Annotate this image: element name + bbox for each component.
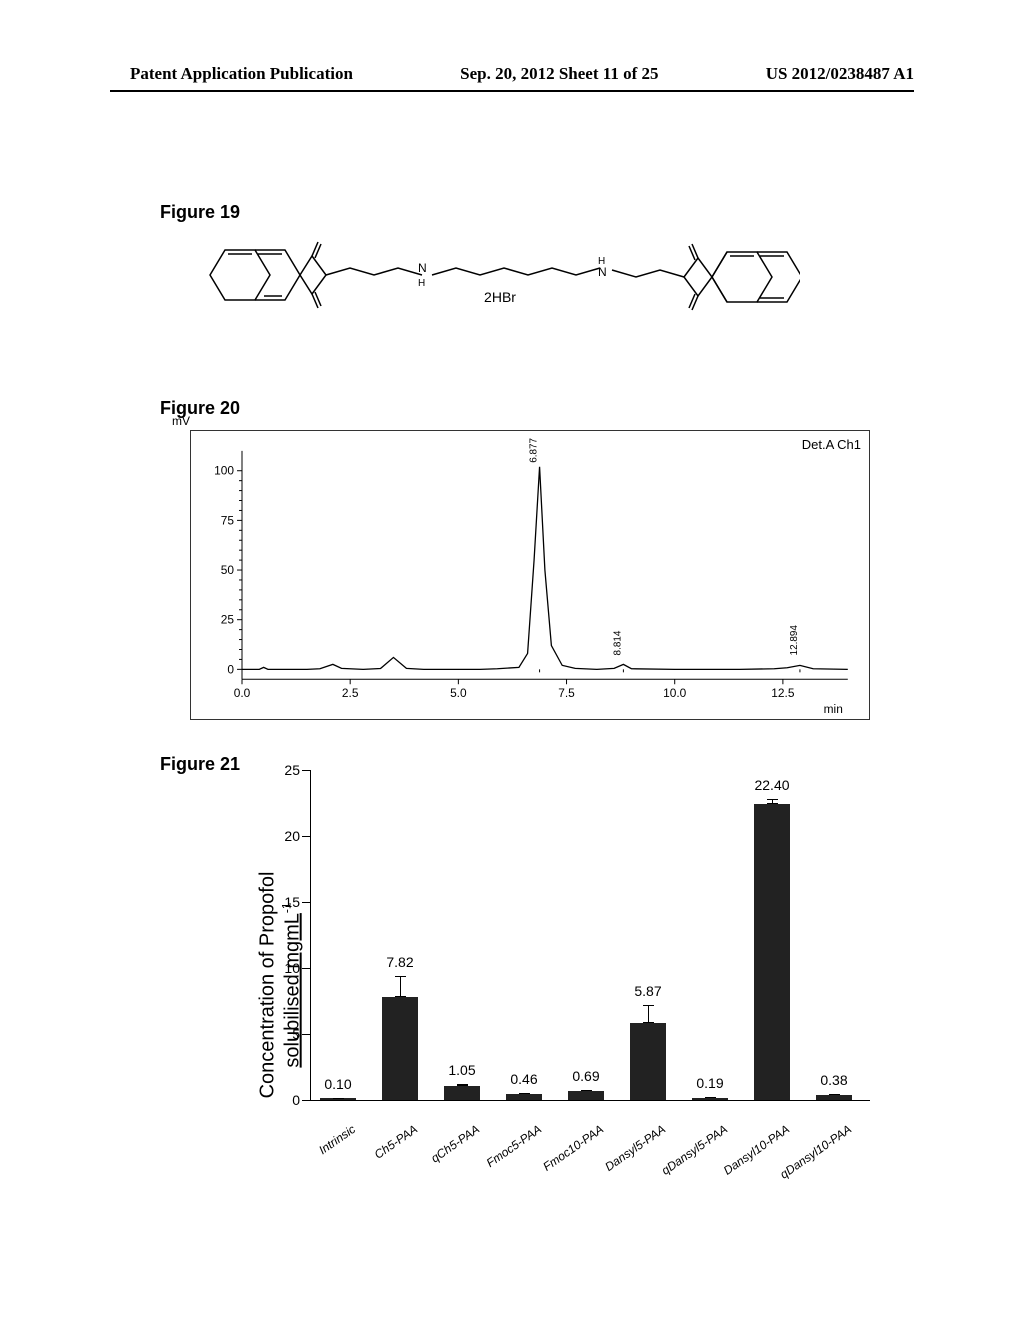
bar-Fmoc10-PAA: 0.69 (568, 1091, 604, 1100)
bar-qCh5-PAA: 1.05 (444, 1086, 480, 1100)
chromatogram-svg: 0 25 50 75 100 0.0 2.5 5.0 7.5 10.0 12.5 6.877 8.814… (191, 431, 869, 719)
bar-Intrinsic: 0.10 (320, 1098, 356, 1100)
bar-Dansyl5-PAA: 5.87 (630, 1023, 666, 1100)
svg-text:N: N (598, 265, 607, 279)
error-bar-Dansyl5-PAA (648, 1005, 649, 1022)
category-Ch5-PAA: Ch5-PAA (372, 1122, 420, 1162)
svg-text:12.894: 12.894 (789, 625, 800, 656)
ytick-label: 10 (270, 960, 300, 976)
ytick (302, 902, 310, 903)
svg-text:2.5: 2.5 (342, 686, 359, 700)
fig20-chromatogram: Det.A Ch1 0 25 50 75 100 0.0 2.5 5.0 7.5 10.0 12.5… (190, 430, 870, 720)
fig19-structure: N H H N 2HBr (200, 220, 800, 350)
ytick (302, 1034, 310, 1035)
bar-value-Dansyl5-PAA: 5.87 (634, 983, 661, 999)
ytick-label: 15 (270, 894, 300, 910)
category-qDansyl5-PAA: qDansyl5-PAA (659, 1122, 730, 1178)
svg-text:N: N (418, 261, 427, 275)
error-bar-Ch5-PAA (400, 976, 401, 997)
header-left: Patent Application Publication (130, 64, 353, 84)
svg-text:6.877: 6.877 (529, 437, 540, 462)
bar-value-Fmoc5-PAA: 0.46 (510, 1071, 537, 1087)
ylabel-line2: solubilised mgmL (281, 913, 303, 1068)
svg-text:H: H (418, 278, 425, 289)
salt-label: 2HBr (484, 289, 516, 305)
ytick-label: 25 (270, 762, 300, 778)
bar-qDansyl10-PAA: 0.38 (816, 1095, 852, 1100)
chemical-structure-svg: N H H N 2HBr (200, 220, 800, 350)
bar-value-Ch5-PAA: 7.82 (386, 954, 413, 970)
category-Fmoc10-PAA: Fmoc10-PAA (540, 1122, 606, 1174)
bar-Ch5-PAA: 7.82 (382, 997, 418, 1100)
bar-value-qDansyl10-PAA: 0.38 (820, 1072, 847, 1088)
ytick-label: 5 (270, 1026, 300, 1042)
category-Fmoc5-PAA: Fmoc5-PAA (484, 1122, 544, 1170)
svg-text:25: 25 (221, 613, 235, 627)
detector-label: Det.A Ch1 (802, 437, 861, 452)
error-bar-Fmoc5-PAA (524, 1093, 525, 1094)
error-bar-qDansyl10-PAA (834, 1094, 835, 1095)
svg-text:50: 50 (221, 563, 235, 577)
bar-Fmoc5-PAA: 0.46 (506, 1094, 542, 1100)
ytick-label: 20 (270, 828, 300, 844)
bar-value-Dansyl10-PAA: 22.40 (754, 777, 789, 793)
x-axis (310, 1100, 870, 1101)
fig21-plot-area: 0.10 7.82 1.05 0.46 0.69 5.87 0.19 22.40 0.38 (310, 770, 870, 1100)
svg-text:min: min (824, 702, 843, 716)
header-rule (110, 90, 914, 92)
bar-value-Fmoc10-PAA: 0.69 (572, 1068, 599, 1084)
svg-text:7.5: 7.5 (558, 686, 575, 700)
patent-page: { "header": { "left": "Patent Applicatio… (0, 0, 1024, 1320)
fig21-chart: Concentration of Propofol solubilised mg… (140, 770, 880, 1200)
bar-value-Intrinsic: 0.10 (324, 1076, 351, 1092)
svg-text:8.814: 8.814 (612, 630, 623, 655)
bar-value-qCh5-PAA: 1.05 (448, 1062, 475, 1078)
page-header: Patent Application Publication Sep. 20, … (0, 64, 1024, 84)
ytick (302, 968, 310, 969)
category-qCh5-PAA: qCh5-PAA (428, 1122, 482, 1165)
ytick (302, 836, 310, 837)
category-Intrinsic: Intrinsic (316, 1122, 358, 1157)
svg-text:100: 100 (214, 464, 234, 478)
header-center: Sep. 20, 2012 Sheet 11 of 25 (460, 64, 658, 84)
fig20-mv-label: mV (172, 414, 190, 428)
bar-Dansyl10-PAA: 22.40 (754, 804, 790, 1100)
svg-text:0: 0 (227, 662, 234, 676)
svg-text:10.0: 10.0 (663, 686, 687, 700)
error-bar-qCh5-PAA (462, 1084, 463, 1086)
ytick (302, 770, 310, 771)
bar-qDansyl5-PAA: 0.19 (692, 1098, 728, 1101)
svg-text:0.0: 0.0 (234, 686, 251, 700)
header-right: US 2012/0238487 A1 (766, 64, 914, 84)
ytick (302, 1100, 310, 1101)
ytick-label: 0 (270, 1092, 300, 1108)
fig21-ylabel: Concentration of Propofol solubilised mg… (256, 835, 305, 1135)
bar-value-qDansyl5-PAA: 0.19 (696, 1075, 723, 1091)
svg-text:75: 75 (221, 513, 235, 527)
error-bar-Dansyl10-PAA (772, 799, 773, 804)
svg-text:12.5: 12.5 (771, 686, 795, 700)
error-bar-Fmoc10-PAA (586, 1090, 587, 1091)
svg-text:5.0: 5.0 (450, 686, 467, 700)
